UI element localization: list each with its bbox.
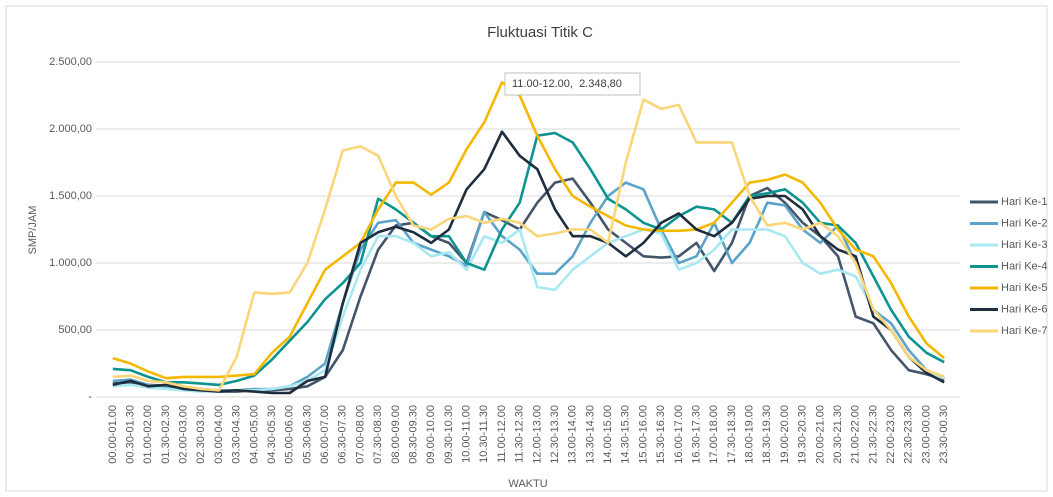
x-tick-label: 05.00-06.00 bbox=[284, 405, 296, 464]
x-tick-label: 08.30-09.30 bbox=[407, 405, 419, 464]
x-tick-label: 11.30-12.30 bbox=[514, 405, 526, 463]
chart-title: Fluktuasi Titik C bbox=[487, 24, 593, 41]
legend-label: Hari Ke-2 bbox=[1001, 217, 1047, 229]
x-tick-label: 03.00-04.00 bbox=[213, 405, 225, 464]
x-tick-label: 06.30-07.30 bbox=[337, 405, 349, 464]
x-tick-label: 09.30-10.30 bbox=[443, 405, 455, 464]
x-tick-label: 19.00-20.00 bbox=[779, 405, 791, 464]
legend-label: Hari Ke-3 bbox=[1001, 239, 1047, 251]
x-tick-label: 13.00-14.00 bbox=[567, 405, 579, 464]
x-tick-label: 16.00-17.00 bbox=[673, 405, 685, 464]
series-line bbox=[112, 98, 945, 392]
x-tick-label: 19.30-20.30 bbox=[797, 405, 809, 464]
x-tick-label: 15.00-16.00 bbox=[637, 405, 649, 464]
x-tick-label: 20.00-21.00 bbox=[814, 405, 826, 464]
x-tick-label: 12.30-13.30 bbox=[549, 405, 561, 464]
x-tick-label: 17.00-18.00 bbox=[708, 405, 720, 464]
series-line bbox=[112, 131, 945, 387]
series-line bbox=[112, 81, 946, 380]
x-tick-label: 16.30-17.30 bbox=[690, 405, 702, 464]
x-tick-label: 01.30-02.30 bbox=[160, 405, 172, 464]
legend-label: Hari Ke-1 bbox=[1001, 196, 1047, 208]
x-tick-label: 23.30-00.30 bbox=[938, 405, 950, 464]
x-tick-label: 07.00-08.00 bbox=[354, 405, 366, 464]
x-tick-label: 00.00-01.00 bbox=[107, 405, 119, 464]
x-tick-label: 02.00-03.00 bbox=[178, 405, 190, 464]
y-tick-label: 1.500,00 bbox=[49, 190, 92, 202]
x-tick-label: 01.00-02.00 bbox=[142, 405, 154, 464]
annotation-box bbox=[504, 72, 641, 96]
x-tick-label: 18.00-19.00 bbox=[744, 405, 756, 464]
x-tick-label: 10.00-11.00 bbox=[461, 405, 473, 463]
legend-label: Hari Ke-7 bbox=[1001, 325, 1047, 337]
x-tick-label: 23.00-00.00 bbox=[920, 405, 932, 464]
x-tick-label: 14.30-15.30 bbox=[620, 405, 632, 464]
y-tick-label: - bbox=[88, 391, 92, 403]
x-tick-label: 09.00-10.00 bbox=[425, 405, 437, 464]
y-tick-label: 1.000,00 bbox=[49, 257, 92, 269]
x-tick-label: 22.00-23.00 bbox=[885, 405, 897, 464]
series-line bbox=[112, 130, 945, 395]
x-axis-label: WAKTU bbox=[508, 478, 547, 490]
x-tick-label: 15.30-16.30 bbox=[655, 405, 667, 464]
x-tick-label: 04.00-05.00 bbox=[248, 405, 260, 464]
x-tick-label: 18.30-19.30 bbox=[761, 405, 773, 464]
x-tick-label: 00.30-01.30 bbox=[124, 405, 136, 464]
y-tick-label: 2.500,00 bbox=[49, 56, 92, 68]
annotation: 11.00-12.00, 2.348,80 bbox=[512, 78, 622, 90]
x-tick-label: 07.30-08.30 bbox=[372, 405, 384, 464]
x-tick-label: 04.30-05.30 bbox=[266, 405, 278, 464]
x-tick-label: 17.30-18.30 bbox=[726, 405, 738, 464]
x-tick-label: 13.30-14.30 bbox=[584, 405, 596, 464]
x-tick-label: 11.00-12.00 bbox=[496, 405, 508, 463]
x-tick-label: 08.00-09.00 bbox=[390, 405, 402, 464]
x-tick-label: 21.00-22.00 bbox=[850, 405, 862, 464]
x-tick-label: 05.30-06.30 bbox=[301, 405, 313, 464]
x-tick-label: 12.00-13.00 bbox=[531, 405, 543, 464]
x-tick-label: 21.30-22.30 bbox=[867, 405, 879, 464]
x-tick-label: 02.30-03.30 bbox=[195, 405, 207, 464]
y-axis-label: SMP/JAM bbox=[27, 206, 39, 255]
x-tick-label: 03.30-04.30 bbox=[231, 405, 243, 464]
x-tick-label: 06.00-07.00 bbox=[319, 405, 331, 464]
legend-label: Hari Ke-6 bbox=[1001, 303, 1047, 315]
x-tick-label: 14.00-15.00 bbox=[602, 405, 614, 464]
legend-label: Hari Ke-4 bbox=[1001, 260, 1047, 272]
y-tick-label: 2.000,00 bbox=[49, 123, 92, 135]
legend-label: Hari Ke-5 bbox=[1001, 282, 1047, 294]
x-tick-label: 22.30-23.30 bbox=[903, 405, 915, 464]
y-tick-label: 500,00 bbox=[58, 324, 92, 336]
x-tick-label: 20.30-21.30 bbox=[832, 405, 844, 464]
x-tick-label: 10.30-11.30 bbox=[478, 405, 490, 463]
